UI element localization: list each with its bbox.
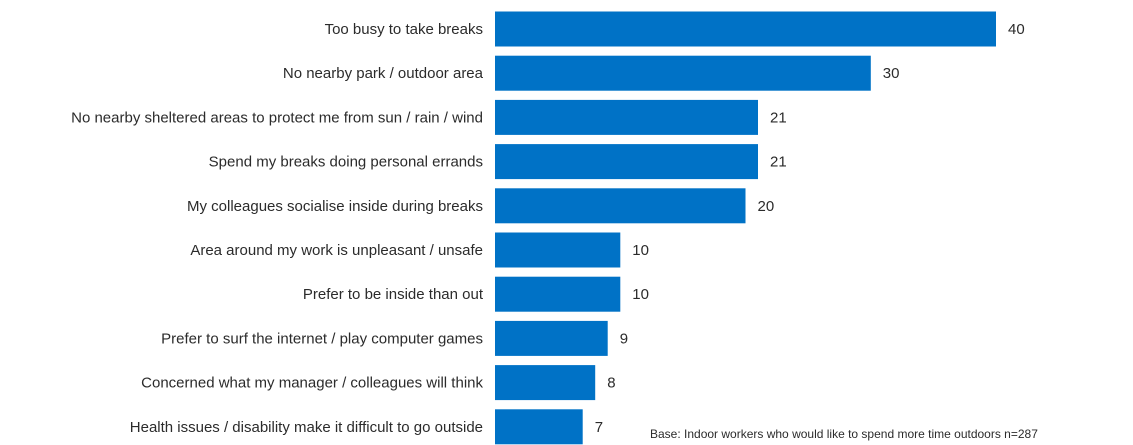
bar-2	[495, 55, 871, 91]
bar-9	[495, 365, 596, 401]
bar-3	[495, 99, 758, 135]
value-label-2: 30	[883, 65, 900, 82]
category-label-3: No nearby sheltered areas to protect me …	[71, 109, 483, 126]
bar-1	[495, 11, 996, 47]
category-label-2: No nearby park / outdoor area	[283, 65, 484, 82]
value-label-1: 40	[1008, 21, 1025, 38]
value-label-3: 21	[770, 109, 787, 126]
value-label-7: 10	[632, 286, 649, 303]
value-label-6: 10	[632, 242, 649, 259]
value-label-4: 21	[770, 154, 787, 171]
bar-4	[495, 144, 758, 180]
bar-5	[495, 188, 746, 224]
value-label-10: 7	[595, 419, 603, 436]
bar-8	[495, 320, 608, 356]
category-label-10: Health issues / disability make it diffi…	[130, 419, 483, 436]
category-label-5: My colleagues socialise inside during br…	[187, 198, 483, 215]
base-footnote: Base: Indoor workers who would like to s…	[650, 427, 1038, 441]
bar-6	[495, 232, 621, 268]
category-label-7: Prefer to be inside than out	[303, 286, 484, 303]
value-labels-group: 40 30 21 21 20 10 10 9 8 7	[595, 21, 1025, 436]
value-label-5: 20	[758, 198, 775, 215]
category-label-4: Spend my breaks doing personal errands	[209, 154, 483, 171]
bars-group	[495, 11, 996, 445]
bar-10	[495, 409, 583, 445]
category-label-1: Too busy to take breaks	[325, 21, 483, 38]
category-label-8: Prefer to surf the internet / play compu…	[161, 330, 483, 347]
category-label-6: Area around my work is unpleasant / unsa…	[190, 242, 483, 259]
category-label-9: Concerned what my manager / colleagues w…	[141, 375, 483, 392]
value-label-8: 9	[620, 330, 628, 347]
category-labels-group: Too busy to take breaks No nearby park / …	[71, 21, 484, 436]
value-label-9: 8	[607, 375, 615, 392]
bar-7	[495, 276, 621, 312]
